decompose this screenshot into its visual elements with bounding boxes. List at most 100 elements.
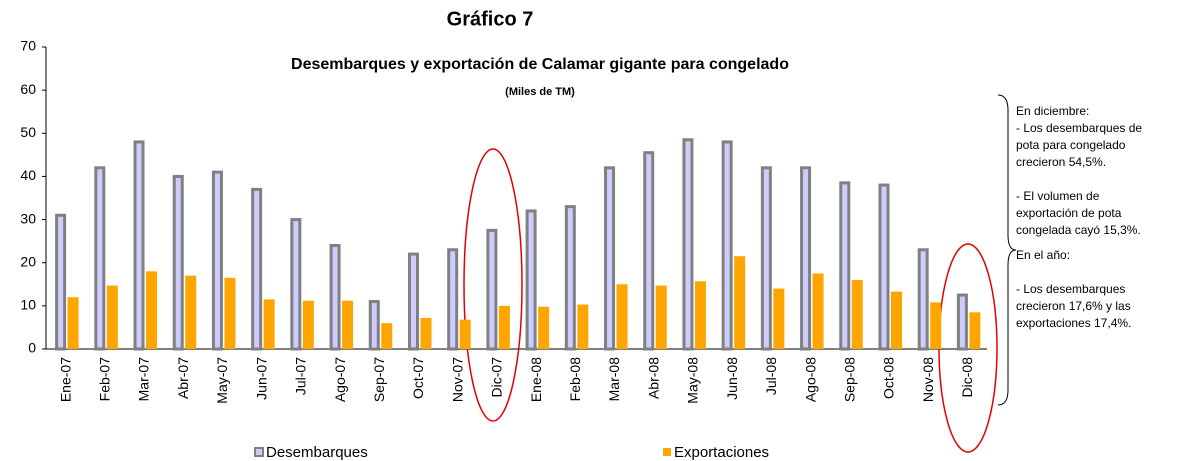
bar	[185, 275, 197, 349]
bar	[381, 323, 393, 349]
bar	[538, 306, 550, 349]
annotation: En diciembre:	[1016, 104, 1089, 118]
x-tick-label: Mar-08	[606, 357, 622, 402]
y-tick-label: 50	[20, 124, 36, 140]
x-tick-label: Nov-07	[449, 357, 465, 402]
bar	[917, 248, 929, 351]
x-tick-label: Sep-07	[371, 357, 387, 402]
bar	[146, 271, 158, 349]
legend-swatch	[254, 447, 264, 457]
bar	[890, 291, 902, 349]
bar	[251, 187, 263, 351]
bar	[956, 293, 968, 351]
annotation: En el año:	[1016, 248, 1070, 262]
x-tick-label: Abr-07	[175, 357, 191, 399]
bar	[368, 300, 380, 351]
x-tick-label: Oct-08	[881, 357, 897, 399]
bar	[682, 138, 694, 351]
annotation: crecieron 17,6% y las	[1016, 299, 1131, 313]
bar	[564, 205, 576, 351]
x-tick-label: Abr-08	[645, 357, 661, 399]
annotation: - Los desembarques de	[1016, 121, 1142, 135]
x-tick-label: May-07	[214, 357, 230, 404]
bar	[577, 304, 589, 349]
x-tick-label: Ago-08	[802, 357, 818, 402]
legend-label: Desembarques	[266, 444, 368, 461]
bar	[734, 256, 746, 349]
x-tick-label: Jul-08	[763, 357, 779, 395]
chart-subtitle: Desembarques y exportación de Calamar gi…	[291, 56, 789, 73]
bar	[224, 277, 236, 349]
legend-label: Exportaciones	[674, 444, 769, 461]
x-tick-label: Feb-08	[567, 357, 583, 402]
bar	[812, 273, 824, 349]
bar	[839, 181, 851, 351]
highlight-ellipse	[463, 148, 523, 422]
x-tick-label: Oct-07	[410, 357, 426, 399]
annotation: congelada cayó 15,3%.	[1016, 223, 1141, 237]
bar	[55, 213, 67, 351]
bar	[800, 166, 812, 351]
bar	[459, 319, 471, 349]
bar	[106, 285, 118, 349]
annotation: - Los desembarques	[1016, 282, 1125, 296]
legend-swatch	[663, 448, 671, 456]
x-tick-label: Feb-07	[97, 357, 113, 402]
annotation: exportación de pota	[1016, 206, 1122, 220]
bar	[263, 299, 275, 349]
x-tick-label: Sep-08	[841, 357, 857, 402]
bar	[525, 209, 537, 351]
x-tick-label: Jul-07	[293, 357, 309, 395]
bar	[172, 174, 184, 351]
annotation: exportaciones 17,4%.	[1016, 316, 1131, 330]
bar	[878, 183, 890, 351]
bar	[604, 166, 616, 351]
x-tick-label: Ene-07	[57, 357, 73, 402]
y-tick-label: 10	[20, 297, 36, 313]
bar	[486, 228, 498, 351]
bar	[407, 252, 419, 351]
brace	[997, 94, 1017, 406]
annotation: pota para congelado	[1016, 138, 1126, 152]
annotation: - El volumen de	[1016, 189, 1100, 203]
bar	[329, 243, 341, 351]
y-tick-label: 60	[20, 81, 36, 97]
x-tick-label: Ene-08	[528, 357, 544, 402]
chart-title: Gráfico 7	[447, 8, 534, 30]
x-tick-label: Nov-08	[920, 357, 936, 402]
bar	[851, 279, 863, 349]
bar	[133, 140, 145, 351]
bar	[655, 285, 667, 349]
bar	[67, 297, 79, 349]
bar	[342, 300, 354, 349]
bar	[930, 302, 942, 349]
x-tick-label: May-08	[685, 357, 701, 404]
bar	[94, 166, 106, 351]
bar	[302, 300, 314, 349]
bar	[211, 170, 223, 351]
x-tick-label: Mar-07	[136, 357, 152, 402]
y-tick-label: 20	[20, 253, 36, 269]
bar	[498, 305, 510, 349]
y-tick-label: 70	[20, 38, 36, 54]
y-tick-label: 40	[20, 167, 36, 183]
bar	[643, 151, 655, 351]
x-tick-label: Jun-08	[724, 357, 740, 400]
y-tick-label: 30	[20, 210, 36, 226]
bar	[721, 140, 733, 351]
bar	[290, 218, 302, 351]
x-tick-label: Dic-07	[489, 357, 505, 398]
y-tick-label: 0	[28, 340, 36, 356]
annotation: crecieron 54,5%.	[1016, 155, 1106, 169]
x-tick-label: Dic-08	[959, 357, 975, 398]
bar	[773, 288, 785, 349]
bar	[969, 312, 981, 349]
bar	[694, 281, 706, 349]
x-tick-label: Jun-07	[253, 357, 269, 400]
bar	[760, 166, 772, 351]
bar	[447, 248, 459, 351]
x-tick-label: Ago-07	[332, 357, 348, 402]
bar	[616, 284, 628, 349]
